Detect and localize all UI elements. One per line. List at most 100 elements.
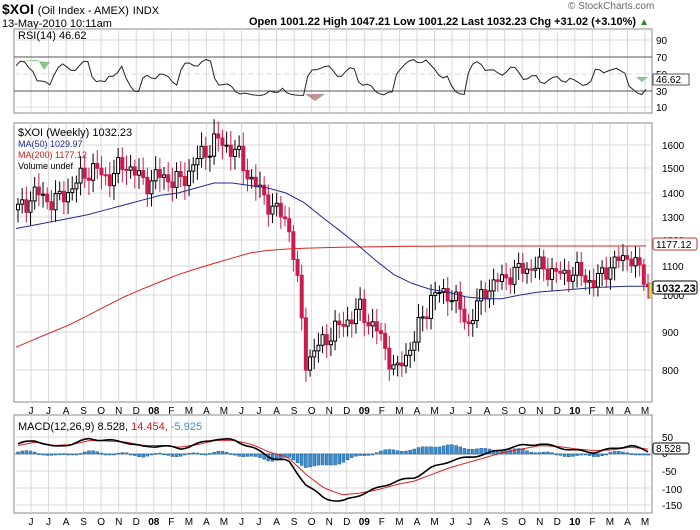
macd-hist-bar — [320, 453, 325, 466]
rsi-tick-label: 70 — [656, 53, 668, 64]
candle-body — [312, 350, 317, 358]
month-label: J — [257, 517, 262, 528]
macd-hist-bar — [45, 453, 49, 456]
macd-hist-bar — [83, 451, 87, 455]
month-label: A — [414, 517, 421, 528]
candle-body — [295, 258, 300, 276]
candle-body — [529, 268, 534, 271]
candle-body — [241, 145, 246, 171]
candle-body — [378, 330, 383, 334]
candle-body — [491, 279, 496, 292]
macd-hist-bar — [308, 453, 312, 468]
rsi-last-label: 46.62 — [656, 75, 681, 86]
candle-body — [441, 288, 446, 293]
month-label: 10 — [569, 406, 581, 417]
macd-hist-bar — [558, 453, 563, 456]
macd-hist-bar — [295, 453, 300, 463]
candle-body — [579, 261, 584, 277]
candle-body — [499, 274, 504, 283]
quote-line: Open 1001.22 High 1047.21 Low 1001.22 La… — [249, 16, 649, 28]
month-label: A — [484, 406, 491, 417]
candle-body — [537, 256, 542, 269]
candle-body — [116, 157, 121, 174]
macd-hist-bar — [642, 453, 646, 456]
macd-hist-bar — [41, 453, 45, 456]
candle-body — [349, 319, 354, 325]
rsi-last-box — [652, 73, 690, 86]
macd-hist-bar — [412, 448, 417, 455]
candle-body — [366, 321, 371, 327]
macd-hist-bar — [441, 445, 446, 455]
macd-tick-label: -100 — [662, 485, 682, 496]
candle-body — [562, 269, 567, 274]
candle-body — [462, 308, 467, 323]
macd-hist-bar — [546, 451, 550, 455]
macd-hist-bar — [208, 453, 212, 455]
macd-hist-bar — [291, 453, 296, 460]
candle-body — [479, 289, 484, 302]
candle-body — [633, 257, 638, 267]
macd-hist-bar — [149, 453, 154, 456]
price-tick-label: 1100 — [662, 262, 684, 273]
month-label: S — [80, 406, 87, 417]
candle-body — [616, 256, 621, 261]
candle-body — [495, 279, 500, 283]
price-tick-label: 800 — [662, 366, 679, 377]
macd-hist-bar — [575, 453, 579, 456]
macd-hist-bar — [366, 453, 371, 456]
chart-header-title: $XOI (Oil Index - AMEX) INDX — [2, 1, 159, 17]
macd-tick-label: -50 — [662, 467, 677, 478]
candle-body — [420, 316, 425, 319]
macd-hist-bar — [429, 446, 433, 455]
macd-hist-bar — [571, 453, 575, 457]
macd-hist-bar — [183, 453, 187, 456]
candle-body — [53, 193, 58, 211]
macd-hist-bar — [237, 453, 241, 457]
month-label: M — [606, 517, 614, 528]
month-label: J — [467, 406, 472, 417]
macd-hist-bar — [78, 453, 83, 455]
candle-body — [612, 256, 617, 269]
macd-hist-bar — [537, 452, 542, 455]
macd-hist-bar — [400, 450, 404, 455]
candle-body — [86, 177, 91, 181]
macd-last-label: 8.528 — [656, 444, 681, 455]
candle-body — [424, 316, 429, 319]
macd-hist-bar — [133, 453, 137, 456]
month-label: S — [501, 406, 508, 417]
macd-hist-bar — [178, 453, 183, 457]
ma200-tag-box — [652, 237, 698, 251]
candle-body — [566, 269, 571, 282]
macd-hist-bar — [604, 453, 609, 456]
rsi-line — [15, 59, 647, 96]
rsi-overbought-fill — [20, 60, 50, 70]
candle-body — [583, 275, 588, 283]
candle-body — [637, 257, 642, 266]
price-tick-label: 1400 — [662, 189, 685, 200]
macd-hist-bar — [583, 453, 588, 456]
price-legend-item: Volume undef — [18, 161, 74, 171]
candle-body — [182, 176, 187, 187]
candle-body — [620, 255, 625, 261]
candle-body — [362, 298, 367, 323]
rsi-tick-label: 10 — [656, 103, 668, 114]
candle-body — [608, 267, 613, 280]
month-label: M — [220, 517, 228, 528]
candle-body — [445, 288, 450, 302]
macd-hist-bar — [391, 449, 396, 455]
candle-body — [595, 272, 600, 288]
month-label: J — [257, 406, 262, 417]
macd-hist-bar — [529, 451, 533, 455]
macd-hist-bar — [566, 453, 571, 458]
month-label: O — [308, 517, 316, 528]
macd-hist-bar — [621, 451, 625, 455]
candle-body — [270, 205, 275, 215]
candle-body — [74, 182, 79, 190]
month-label: S — [291, 517, 298, 528]
month-label: M — [395, 406, 403, 417]
month-label: A — [273, 406, 280, 417]
month-label: D — [133, 517, 140, 528]
candle-body — [345, 319, 350, 327]
candle-body — [291, 231, 296, 260]
macd-hist-bar — [617, 451, 621, 455]
